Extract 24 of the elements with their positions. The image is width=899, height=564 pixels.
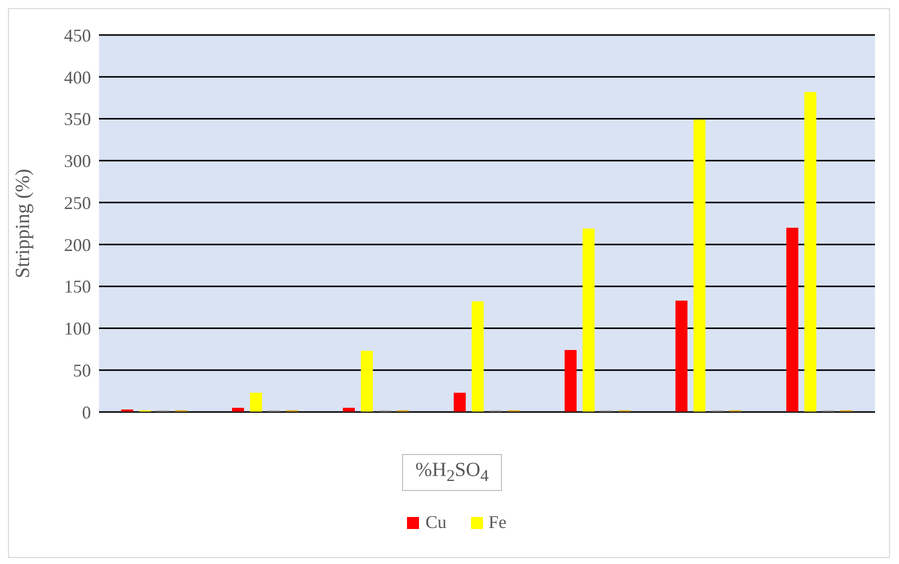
y-tick-label: 250 — [64, 192, 91, 213]
bar — [582, 228, 595, 412]
bar — [675, 300, 688, 412]
legend-label: Fe — [488, 512, 506, 533]
bar — [786, 228, 798, 412]
bar — [454, 392, 466, 412]
x-axis-title: %H$_{2}$SO$_{4}$ — [402, 454, 502, 491]
y-tick-label: 50 — [73, 360, 91, 380]
bar — [250, 392, 262, 412]
y-tick-label: 0 — [82, 402, 91, 422]
y-tick-label: 400 — [64, 67, 91, 88]
y-tick-label: 150 — [64, 276, 91, 297]
legend-label: Cu — [424, 512, 446, 533]
bar — [564, 350, 577, 412]
y-tick-label: 450 — [64, 25, 91, 46]
y-tick-label: 350 — [64, 109, 91, 130]
y-tick-label: 200 — [64, 234, 91, 255]
y-tick-label: 100 — [64, 318, 91, 339]
y-tick-label: 300 — [64, 151, 91, 172]
bar — [360, 350, 373, 412]
bar — [472, 301, 484, 412]
bar — [804, 92, 816, 412]
bar — [693, 120, 706, 412]
y-axis-title: Stripping (%) — [12, 168, 34, 278]
